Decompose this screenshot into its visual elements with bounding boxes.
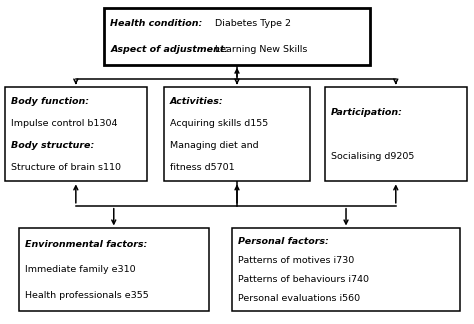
Text: Health professionals e355: Health professionals e355 bbox=[25, 291, 149, 300]
Text: Body structure:: Body structure: bbox=[11, 141, 94, 150]
Text: Aspect of adjustment:: Aspect of adjustment: bbox=[110, 44, 228, 53]
Text: Diabetes Type 2: Diabetes Type 2 bbox=[215, 19, 291, 29]
Text: Patterns of motives i730: Patterns of motives i730 bbox=[238, 256, 355, 265]
Text: Structure of brain s110: Structure of brain s110 bbox=[11, 163, 121, 172]
Text: Learning New Skills: Learning New Skills bbox=[215, 44, 307, 53]
FancyBboxPatch shape bbox=[19, 228, 209, 311]
Text: Socialising d9205: Socialising d9205 bbox=[331, 152, 414, 161]
Text: Acquiring skills d155: Acquiring skills d155 bbox=[170, 119, 268, 128]
Text: fitness d5701: fitness d5701 bbox=[170, 163, 234, 172]
FancyBboxPatch shape bbox=[232, 228, 460, 311]
Text: Participation:: Participation: bbox=[331, 108, 403, 117]
FancyBboxPatch shape bbox=[325, 87, 467, 181]
Text: Immediate family e310: Immediate family e310 bbox=[25, 265, 136, 274]
Text: Activities:: Activities: bbox=[170, 97, 223, 106]
Text: Managing diet and: Managing diet and bbox=[170, 141, 258, 150]
Text: Health condition:: Health condition: bbox=[110, 19, 203, 29]
Text: Patterns of behaviours i740: Patterns of behaviours i740 bbox=[238, 275, 369, 284]
FancyBboxPatch shape bbox=[104, 8, 370, 65]
FancyBboxPatch shape bbox=[5, 87, 147, 181]
Text: Impulse control b1304: Impulse control b1304 bbox=[11, 119, 118, 128]
Text: Personal evaluations i560: Personal evaluations i560 bbox=[238, 294, 361, 303]
Text: Environmental factors:: Environmental factors: bbox=[25, 240, 147, 249]
Text: Body function:: Body function: bbox=[11, 97, 89, 106]
FancyBboxPatch shape bbox=[164, 87, 310, 181]
Text: Personal factors:: Personal factors: bbox=[238, 237, 329, 246]
